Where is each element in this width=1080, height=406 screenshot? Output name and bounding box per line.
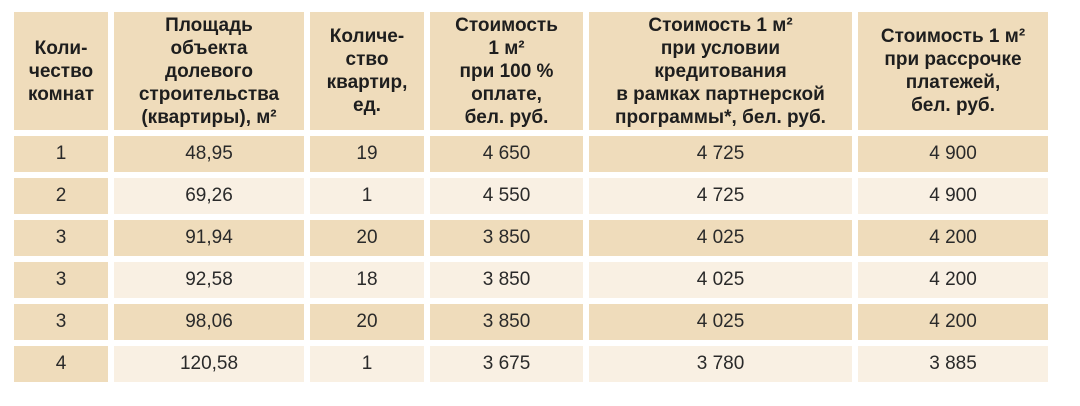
cell-price-installments: 4 900 [858,136,1048,172]
header-line: в рамках партнерской [616,83,825,105]
cell-apartments: 1 [310,346,424,382]
cell-price-credit: 3 780 [589,346,852,382]
header-line: бел. руб. [464,106,549,128]
cell-price-full: 3 850 [430,262,583,298]
header-line: программы*, бел. руб. [615,106,826,128]
cell-area: 48,95 [114,136,304,172]
cell-price-credit: 4 725 [589,178,852,214]
cell-rooms: 3 [14,304,108,340]
header-rooms-count: Коли- чество комнат [14,12,108,130]
header-line: 1 м² [488,37,525,59]
cell-price-credit: 4 025 [589,304,852,340]
cell-price-full: 3 850 [430,220,583,256]
cell-apartments: 19 [310,136,424,172]
header-line: Количе- [329,26,405,47]
cell-price-installments: 4 200 [858,304,1048,340]
table-row: 2 69,26 1 4 550 4 725 4 900 [14,178,1048,214]
price-table: Коли- чество комнат Площадь объекта доле… [8,6,1054,388]
cell-price-installments: 3 885 [858,346,1048,382]
header-line: при 100 % [459,60,554,82]
cell-price-credit: 4 725 [589,136,852,172]
cell-apartments: 20 [310,304,424,340]
header-line: долевого [165,60,253,82]
cell-apartments: 18 [310,262,424,298]
header-row: Коли- чество комнат Площадь объекта доле… [14,12,1048,130]
cell-area: 92,58 [114,262,304,298]
cell-price-full: 4 550 [430,178,583,214]
header-line: при условии [660,37,781,59]
table-row: 3 91,94 20 3 850 4 025 4 200 [14,220,1048,256]
header-line: Стоимость [455,14,558,36]
header-apartments-count: Количе- ство квартир, ед. [310,12,424,130]
cell-apartments: 1 [310,178,424,214]
cell-rooms: 3 [14,220,108,256]
table-row: 3 98,06 20 3 850 4 025 4 200 [14,304,1048,340]
header-line: ство [345,49,389,70]
header-price-full-payment: Стоимость 1 м² при 100 % оплате, бел. ру… [430,12,583,130]
table-row: 3 92,58 18 3 850 4 025 4 200 [14,262,1048,298]
header-area: Площадь объекта долевого строительства (… [114,12,304,130]
cell-price-full: 3 675 [430,346,583,382]
cell-price-installments: 4 200 [858,220,1048,256]
header-line: чество [28,60,94,82]
header-line: объекта [170,37,248,59]
header-line: кредитования [654,60,787,82]
cell-price-credit: 4 025 [589,262,852,298]
cell-rooms: 2 [14,178,108,214]
header-line: Стоимость 1 м² [648,14,793,36]
header-line: бел. руб. [911,95,995,116]
cell-apartments: 20 [310,220,424,256]
header-line: комнат [27,83,95,105]
cell-rooms: 4 [14,346,108,382]
header-price-installments: Стоимость 1 м² при рассрочке платежей, б… [858,12,1048,130]
table-row: 4 120,58 1 3 675 3 780 3 885 [14,346,1048,382]
cell-price-installments: 4 900 [858,178,1048,214]
header-line: Стоимость 1 м² [880,26,1026,47]
header-line: строительства [138,83,280,105]
header-line: квартир, [326,72,408,93]
cell-area: 91,94 [114,220,304,256]
header-line: Коли- [34,37,88,59]
header-price-partner-credit: Стоимость 1 м² при условии кредитования … [589,12,852,130]
header-line: оплате, [471,83,542,105]
cell-price-installments: 4 200 [858,262,1048,298]
header-line: Площадь [165,14,253,36]
table-row: 1 48,95 19 4 650 4 725 4 900 [14,136,1048,172]
cell-price-full: 4 650 [430,136,583,172]
cell-price-full: 3 850 [430,304,583,340]
header-line: платежей, [905,72,1001,93]
cell-rooms: 3 [14,262,108,298]
cell-area: 98,06 [114,304,304,340]
cell-price-credit: 4 025 [589,220,852,256]
header-line: (квартиры), м² [141,106,277,128]
header-line: при рассрочке [884,49,1022,70]
cell-area: 120,58 [114,346,304,382]
cell-rooms: 1 [14,136,108,172]
cell-area: 69,26 [114,178,304,214]
header-line: ед. [353,95,381,116]
